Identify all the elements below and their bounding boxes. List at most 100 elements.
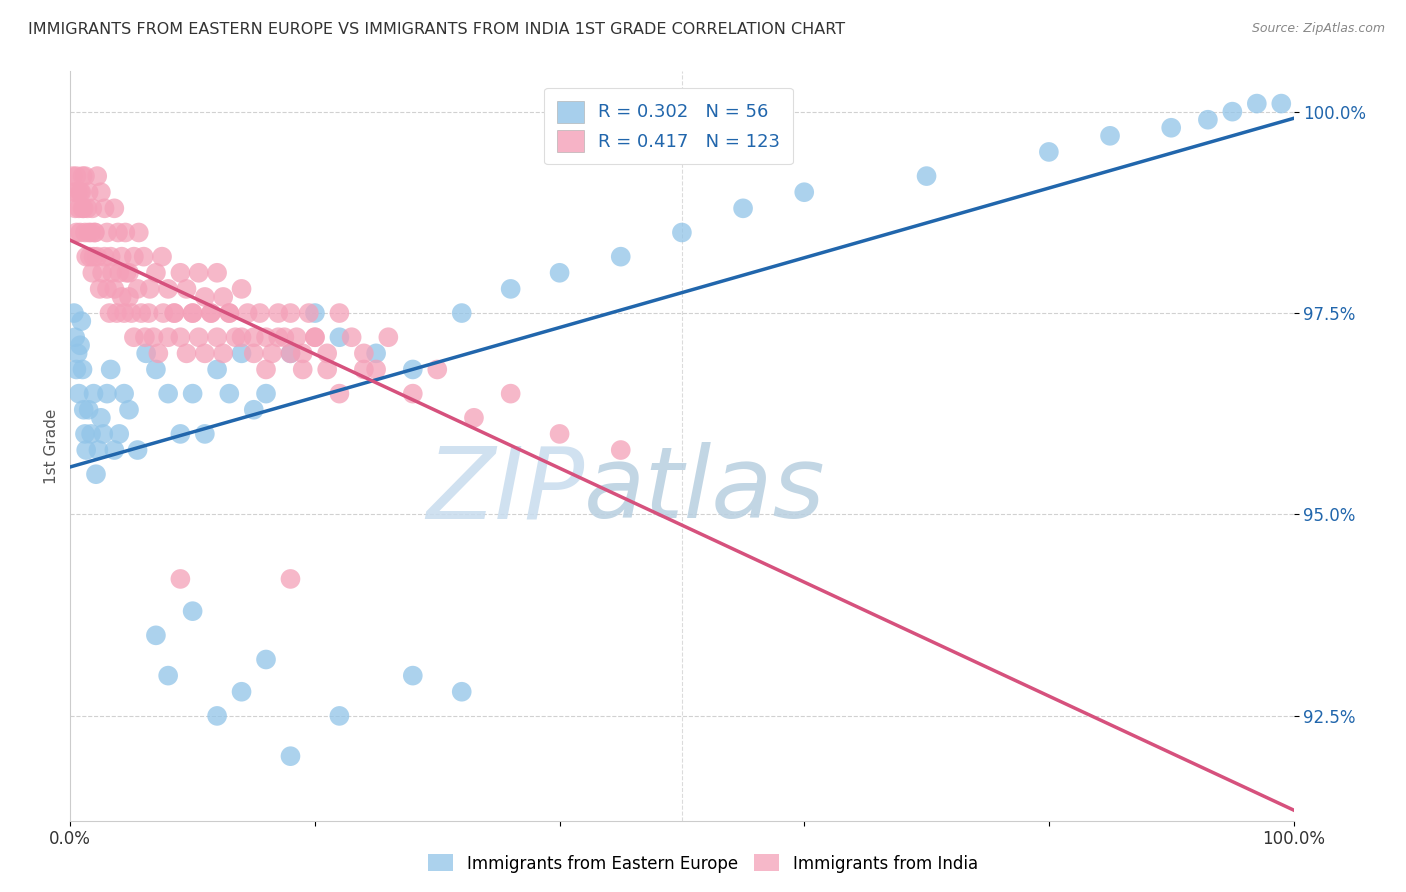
- Point: [231, 346, 253, 360]
- Point: [243, 346, 266, 360]
- Point: [80, 226, 103, 240]
- Point: [118, 266, 141, 280]
- Point: [1246, 96, 1268, 111]
- Point: [915, 169, 938, 183]
- Point: [733, 202, 755, 216]
- Point: [77, 402, 100, 417]
- Point: [70, 314, 93, 328]
- Point: [1038, 145, 1060, 159]
- Point: [72, 362, 94, 376]
- Point: [73, 426, 96, 441]
- Point: [69, 338, 91, 352]
- Point: [121, 306, 143, 320]
- Point: [262, 346, 284, 360]
- Point: [1270, 96, 1292, 111]
- Point: [377, 330, 399, 344]
- Point: [212, 290, 235, 304]
- Point: [86, 169, 108, 183]
- Point: [76, 202, 98, 216]
- Point: [66, 185, 89, 199]
- Point: [194, 290, 217, 304]
- Point: [169, 330, 191, 344]
- Point: [402, 362, 425, 376]
- Point: [316, 346, 339, 360]
- Point: [73, 202, 96, 216]
- Point: [285, 330, 308, 344]
- Point: [231, 282, 253, 296]
- Point: [63, 185, 86, 199]
- Point: [63, 202, 86, 216]
- Point: [83, 250, 105, 264]
- Point: [72, 169, 94, 183]
- Text: Source: ZipAtlas.com: Source: ZipAtlas.com: [1251, 22, 1385, 36]
- Point: [1160, 120, 1182, 135]
- Point: [548, 266, 571, 280]
- Point: [96, 386, 118, 401]
- Point: [304, 306, 326, 320]
- Point: [100, 362, 122, 376]
- Point: [107, 226, 129, 240]
- Point: [98, 306, 121, 320]
- Point: [793, 185, 815, 199]
- Point: [63, 306, 86, 320]
- Point: [499, 282, 522, 296]
- Point: [181, 386, 204, 401]
- Point: [267, 306, 290, 320]
- Point: [254, 330, 277, 344]
- Point: [157, 330, 180, 344]
- Point: [671, 226, 693, 240]
- Point: [128, 226, 150, 240]
- Point: [135, 346, 157, 360]
- Point: [205, 266, 228, 280]
- Point: [548, 426, 571, 441]
- Point: [142, 330, 165, 344]
- Point: [610, 250, 633, 264]
- Point: [111, 250, 134, 264]
- Point: [122, 330, 145, 344]
- Point: [145, 362, 167, 376]
- Point: [163, 306, 186, 320]
- Point: [118, 402, 141, 417]
- Point: [66, 346, 89, 360]
- Point: [73, 169, 96, 183]
- Point: [1099, 128, 1122, 143]
- Point: [200, 306, 222, 320]
- Point: [249, 306, 271, 320]
- Point: [187, 330, 209, 344]
- Point: [205, 362, 228, 376]
- Point: [100, 250, 122, 264]
- Point: [73, 402, 96, 417]
- Point: [273, 330, 295, 344]
- Point: [1220, 104, 1243, 119]
- Legend: R = 0.302   N = 56, R = 0.417   N = 123: R = 0.302 N = 56, R = 0.417 N = 123: [544, 88, 793, 164]
- Point: [610, 443, 633, 458]
- Point: [90, 410, 112, 425]
- Point: [112, 386, 135, 401]
- Point: [77, 226, 100, 240]
- Point: [101, 266, 124, 280]
- Point: [111, 290, 134, 304]
- Point: [450, 684, 472, 698]
- Point: [1197, 112, 1219, 127]
- Point: [63, 330, 86, 344]
- Point: [114, 226, 136, 240]
- Point: [83, 226, 105, 240]
- Point: [65, 169, 87, 183]
- Point: [108, 426, 131, 441]
- Point: [118, 290, 141, 304]
- Point: [148, 346, 170, 360]
- Point: [218, 306, 240, 320]
- Point: [205, 709, 228, 723]
- Point: [70, 185, 93, 199]
- Point: [145, 628, 167, 642]
- Point: [169, 572, 191, 586]
- Point: [254, 386, 277, 401]
- Point: [75, 250, 97, 264]
- Point: [157, 668, 180, 682]
- Point: [304, 330, 326, 344]
- Point: [280, 346, 302, 360]
- Point: [212, 346, 235, 360]
- Point: [80, 426, 103, 441]
- Point: [132, 250, 155, 264]
- Point: [129, 306, 152, 320]
